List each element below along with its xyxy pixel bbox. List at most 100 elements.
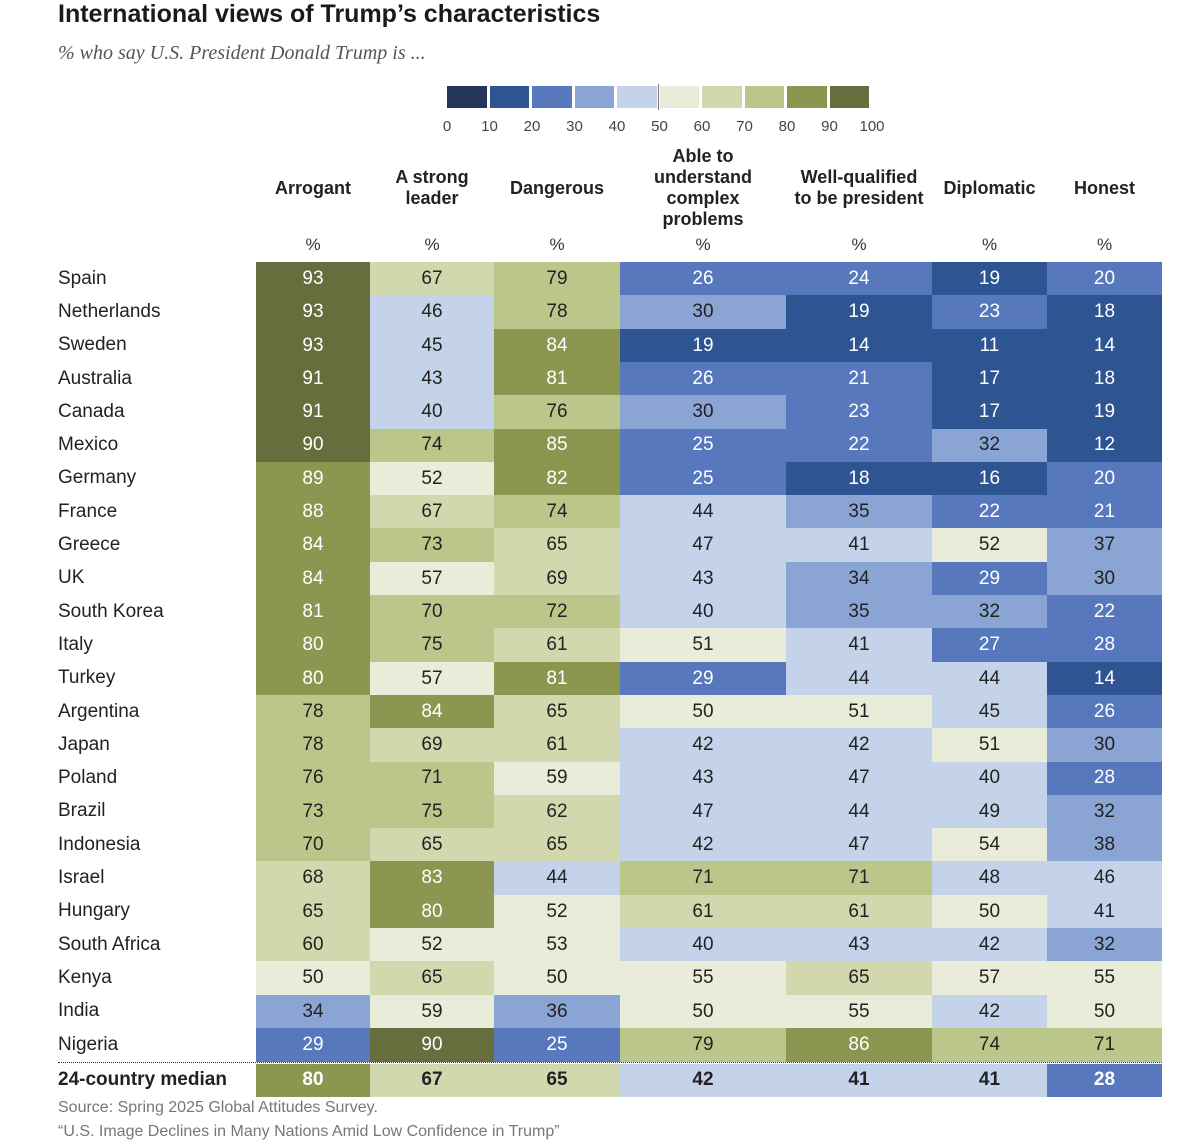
heatmap-cell: 48 — [932, 861, 1047, 896]
heatmap-cell: 46 — [1047, 861, 1162, 896]
heatmap-cell: 50 — [494, 961, 620, 996]
heatmap-cell: 86 — [786, 1027, 932, 1062]
median-cell: 41 — [786, 1064, 932, 1097]
heatmap-cell: 45 — [932, 694, 1047, 729]
row-label: Argentina — [58, 700, 140, 722]
column-header: Honest — [1035, 146, 1174, 230]
column-unit-label: % — [1096, 235, 1113, 254]
legend-swatch — [702, 86, 742, 108]
heatmap-cell: 60 — [256, 928, 370, 962]
heatmap-cell: 22 — [932, 495, 1047, 529]
heatmap-cell: 50 — [620, 694, 786, 729]
heatmap-cell: 47 — [620, 528, 786, 563]
heatmap-cell: 65 — [256, 894, 370, 929]
heatmap-cell: 43 — [620, 561, 786, 596]
heatmap-cell: 68 — [256, 861, 370, 896]
heatmap-cell: 14 — [1047, 328, 1162, 363]
heatmap-cell: 20 — [1047, 262, 1162, 296]
heatmap-cell: 29 — [620, 661, 786, 696]
heatmap-cell: 44 — [932, 661, 1047, 696]
heatmap-cell: 32 — [932, 428, 1047, 463]
heatmap-cell: 14 — [1047, 661, 1162, 696]
heatmap-cell: 43 — [620, 761, 786, 796]
legend-tick-label: 0 — [442, 118, 452, 135]
row-label: Brazil — [58, 800, 106, 822]
heatmap-cell: 47 — [786, 828, 932, 862]
heatmap-cell: 52 — [932, 528, 1047, 563]
heatmap-cell: 71 — [620, 861, 786, 896]
heatmap-cell: 29 — [932, 561, 1047, 596]
heatmap-cell: 40 — [620, 928, 786, 962]
heatmap-cell: 82 — [494, 461, 620, 496]
heatmap-cell: 79 — [494, 262, 620, 296]
row-label: France — [58, 500, 118, 522]
heatmap-cell: 91 — [256, 395, 370, 430]
heatmap-cell: 88 — [256, 495, 370, 529]
heatmap-cell: 76 — [256, 761, 370, 796]
heatmap-cell: 23 — [786, 395, 932, 430]
heatmap-cell: 52 — [494, 894, 620, 929]
heatmap-cell: 89 — [256, 461, 370, 496]
heatmap-cell: 81 — [494, 361, 620, 396]
row-label: Mexico — [58, 434, 119, 456]
heatmap-cell: 50 — [1047, 994, 1162, 1029]
heatmap-cell: 32 — [1047, 928, 1162, 962]
heatmap-cell: 22 — [786, 428, 932, 463]
heatmap-cell: 42 — [620, 728, 786, 763]
heatmap-cell: 50 — [620, 994, 786, 1029]
heatmap-cell: 72 — [494, 595, 620, 629]
heatmap-cell: 18 — [1047, 295, 1162, 330]
heatmap-cell: 75 — [370, 794, 494, 829]
heatmap-cell: 29 — [256, 1027, 370, 1062]
source-note: Source: Spring 2025 Global Attitudes Sur… — [58, 1099, 378, 1116]
heatmap-cell: 26 — [1047, 694, 1162, 729]
heatmap-cell: 74 — [494, 495, 620, 529]
row-label: Poland — [58, 767, 118, 789]
heatmap-cell: 38 — [1047, 828, 1162, 862]
legend-swatch — [744, 86, 784, 108]
row-label: Germany — [58, 467, 137, 489]
heatmap-cell: 40 — [932, 761, 1047, 796]
heatmap-cell: 74 — [370, 428, 494, 463]
column-header: Able to understand complex problems — [608, 146, 798, 230]
legend-tick-label: 80 — [778, 118, 796, 135]
heatmap-cell: 25 — [494, 1027, 620, 1062]
legend-swatch — [829, 86, 869, 108]
heatmap-cell: 50 — [932, 894, 1047, 929]
column-unit-label: % — [981, 235, 998, 254]
legend-swatch — [787, 86, 827, 108]
row-label: Spain — [58, 267, 107, 289]
heatmap-cell: 19 — [620, 328, 786, 363]
heatmap-cell: 23 — [932, 295, 1047, 330]
heatmap-cell: 55 — [1047, 961, 1162, 996]
heatmap-cell: 84 — [256, 528, 370, 563]
heatmap-cell: 34 — [256, 994, 370, 1029]
heatmap-cell: 79 — [620, 1027, 786, 1062]
heatmap-cell: 91 — [256, 361, 370, 396]
chart-title: International views of Trump’s character… — [58, 0, 601, 28]
legend-swatch — [489, 86, 529, 108]
heatmap-cell: 18 — [1047, 361, 1162, 396]
heatmap-cell: 55 — [620, 961, 786, 996]
row-label: India — [58, 1000, 100, 1022]
heatmap-cell: 44 — [786, 794, 932, 829]
heatmap-cell: 32 — [1047, 794, 1162, 829]
column-unit-label: % — [851, 235, 867, 254]
legend-tick-label: 40 — [608, 118, 626, 135]
median-cell: 67 — [370, 1064, 494, 1097]
heatmap-cell: 37 — [1047, 528, 1162, 563]
legend-tick-label: 50 — [651, 118, 668, 135]
row-label: Australia — [58, 367, 132, 389]
heatmap-cell: 65 — [494, 528, 620, 563]
heatmap-cell: 42 — [932, 994, 1047, 1029]
heatmap-cell: 57 — [370, 561, 494, 596]
column-header: Well-qualified to be president — [774, 146, 944, 230]
legend-tick-label: 20 — [523, 118, 541, 135]
heatmap-cell: 73 — [370, 528, 494, 563]
column-unit-label: % — [695, 235, 711, 254]
heatmap-cell: 80 — [256, 628, 370, 663]
heatmap-cell: 22 — [1047, 595, 1162, 629]
column-header: Dangerous — [482, 146, 632, 230]
heatmap-cell: 59 — [494, 761, 620, 796]
heatmap-cell: 65 — [494, 694, 620, 729]
